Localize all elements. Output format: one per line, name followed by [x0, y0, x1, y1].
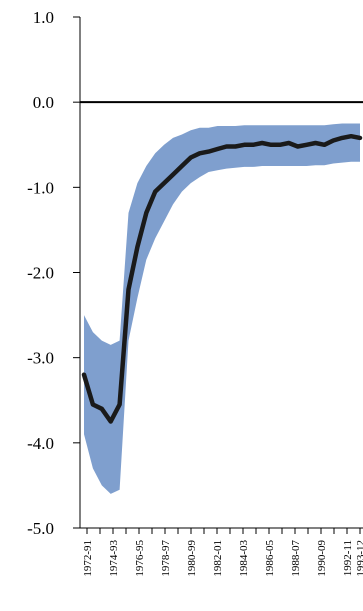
x-tick-labels: 1972-91 1974-93 1976-95 1978-97 1980-99 1982-… [82, 528, 363, 577]
y-tick-label: 1.0 [33, 8, 54, 27]
y-tick-label: -4.0 [27, 434, 54, 453]
x-tick-label: 1974-93 [108, 540, 120, 577]
x-tick-label: 1992-11 [342, 540, 354, 576]
y-axis [79, 17, 363, 529]
x-tick-label: 1982-01 [212, 540, 224, 577]
estimate-line [81, 133, 363, 424]
confidence-band-layer [84, 123, 360, 494]
x-tick-label: 1988-07 [290, 540, 302, 577]
y-tick-label: -2.0 [27, 264, 54, 283]
x-tick-label: 1986-05 [264, 540, 276, 577]
y-tick-label: -5.0 [27, 519, 54, 538]
y-tick-label: 0.0 [33, 93, 54, 112]
y-tick-label: -1.0 [27, 178, 54, 197]
x-tick-label: 1980-99 [186, 540, 198, 577]
confidence-band [84, 123, 360, 494]
y-tick-label: -3.0 [27, 349, 54, 368]
estimate-line-layer [81, 133, 363, 424]
x-tick-label: 1978-97 [160, 540, 172, 577]
x-tick-label: 1972-91 [82, 540, 94, 577]
y-tick-labels: 1.0 0.0 -1.0 -2.0 -3.0 -4.0 -5.0 [27, 8, 80, 538]
x-tick-label: 1976-95 [134, 540, 146, 577]
x-tick-label: 1993-12 [355, 540, 363, 577]
x-tick-label: 1990-09 [316, 540, 328, 577]
x-tick-label: 1984-03 [238, 540, 250, 577]
